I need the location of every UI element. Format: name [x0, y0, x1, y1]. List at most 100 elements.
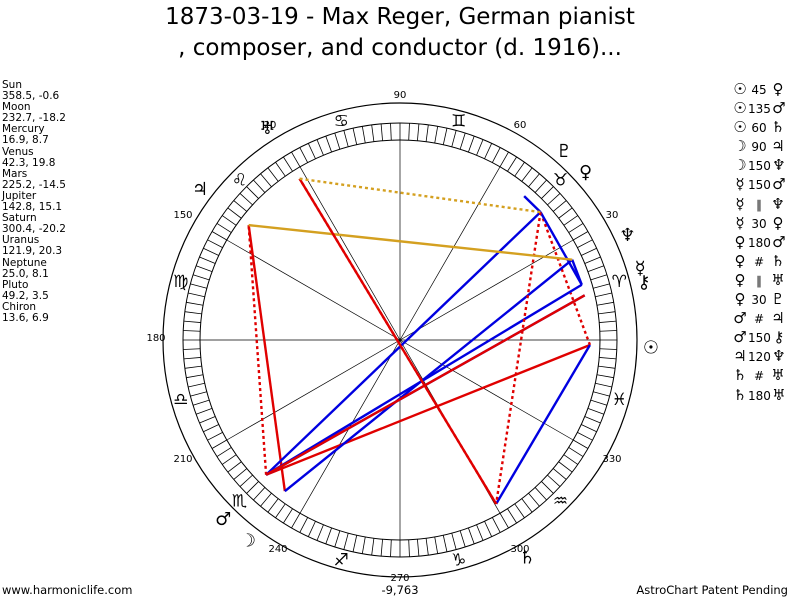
degree-tick: [253, 179, 266, 193]
degree-tick: [190, 283, 207, 289]
degree-tick: [352, 128, 358, 145]
footer-website: www.harmoniclife.com: [2, 583, 133, 597]
aspect-row: ♂150 ⚷: [732, 328, 787, 347]
degree-tick: [183, 357, 201, 360]
aspect-row: ☿ 30 ♀: [732, 214, 787, 233]
degree-tick: [563, 454, 578, 465]
degree-tick: [203, 247, 219, 256]
degree-tick: [528, 492, 540, 507]
degree-tick: [599, 348, 617, 350]
degree-tick: [267, 167, 279, 182]
degree-tick: [183, 348, 201, 350]
degree-tick: [547, 474, 561, 487]
aspect-planet-2: ♅: [771, 270, 785, 289]
degree-tick: [227, 207, 242, 219]
aspect-planet-1: ♀: [734, 290, 746, 309]
degree-tick: [325, 527, 332, 545]
aspect-line: [494, 211, 542, 505]
planet-name: Saturn: [2, 212, 37, 225]
planet-coords: 142.8, 15.1: [2, 201, 63, 214]
degree-tick: [521, 498, 533, 513]
sign-glyph: ♉: [553, 170, 568, 190]
planet-glyph: ☽: [240, 531, 256, 552]
degree-tick: [528, 173, 540, 188]
aspect-row: ♀ 30 ♇: [732, 290, 787, 309]
aspect-type: #: [753, 312, 765, 327]
degree-label: 300: [510, 544, 529, 555]
degree-tick: [211, 439, 227, 449]
degree-tick: [207, 239, 223, 249]
degree-tick: [598, 365, 616, 369]
aspect-planet-1: ☉: [733, 118, 747, 137]
degree-tick: [380, 123, 383, 141]
degree-tick: [283, 508, 293, 524]
degree-tick: [275, 162, 286, 177]
aspect-type: 180: [748, 235, 771, 250]
degree-tick: [499, 151, 509, 167]
planet-name: Moon: [2, 101, 31, 114]
degree-tick: [371, 124, 375, 142]
degree-tick: [192, 274, 210, 281]
planet-coords: 49.2, 3.5: [2, 289, 49, 302]
degree-label: 330: [602, 454, 621, 465]
degree-tick: [541, 481, 554, 494]
aspect-type: 135: [748, 102, 771, 117]
planet-coords: 358.5, -0.6: [2, 90, 60, 103]
aspect-line: [265, 294, 586, 476]
aspect-row: ♃120♆: [732, 347, 787, 366]
degree-tick: [584, 256, 601, 264]
aspect-planet-2: ♄: [771, 251, 785, 270]
aspect-planet-1: ☽: [733, 156, 747, 175]
planet-glyph: ♄: [519, 547, 535, 568]
degree-tick: [534, 179, 547, 193]
planet-glyph: ⚷: [637, 272, 650, 293]
aspect-row: ☽ 90 ♃: [732, 137, 787, 156]
planet-glyph: ♀: [579, 162, 592, 183]
degree-tick: [207, 431, 223, 441]
planet-glyph: ♆: [619, 225, 635, 246]
degree-label: 180: [146, 333, 165, 344]
degree-tick: [371, 538, 375, 556]
aspect-line: [539, 211, 583, 286]
aspect-row: ♀ 180♂: [732, 233, 787, 252]
degree-tick: [581, 424, 597, 433]
degree-tick: [547, 193, 561, 206]
aspect-type: 60: [751, 121, 767, 136]
planet-coords: 121.9, 20.3: [2, 245, 63, 258]
aspect-row: ♄ # ♅: [732, 366, 787, 385]
aspect-row: ☉135♂: [732, 99, 787, 118]
aspect-row: ☉ 45 ♀: [732, 80, 787, 99]
degree-tick: [183, 330, 201, 332]
degree-tick: [558, 207, 573, 219]
degree-tick: [307, 143, 316, 159]
degree-label: 210: [173, 454, 192, 465]
aspect-planet-1: ♄: [733, 366, 747, 385]
degree-tick: [568, 447, 584, 457]
aspect-planet-1: ☽: [733, 137, 747, 156]
aspect-planet-2: ♆: [772, 156, 786, 175]
planet-glyph: ♃: [192, 179, 208, 200]
degree-tick: [425, 538, 429, 556]
degree-tick: [417, 123, 420, 141]
spoke-line: [226, 239, 401, 341]
degree-tick: [184, 365, 202, 369]
degree-tick: [192, 399, 210, 406]
degree-tick: [595, 292, 612, 298]
planet-coords: 25.0, 8.1: [2, 267, 49, 280]
degree-tick: [598, 311, 616, 315]
sign-glyph: ♓: [612, 390, 627, 410]
degree-tick: [573, 439, 589, 449]
outer-ring: [162, 102, 638, 578]
degree-label: 150: [173, 210, 192, 221]
planet-coords: 16.9, 8.7: [2, 134, 49, 147]
degree-tick: [499, 513, 509, 529]
degree-tick: [361, 536, 366, 554]
planet-coords: 232.7, -18.2: [2, 112, 66, 125]
degree-tick: [307, 521, 316, 537]
sign-glyph: ♍: [173, 272, 188, 292]
degree-tick: [291, 151, 301, 167]
degree-tick: [595, 382, 612, 388]
degree-tick: [216, 447, 232, 457]
degree-tick: [568, 223, 584, 233]
degree-tick: [521, 167, 533, 182]
